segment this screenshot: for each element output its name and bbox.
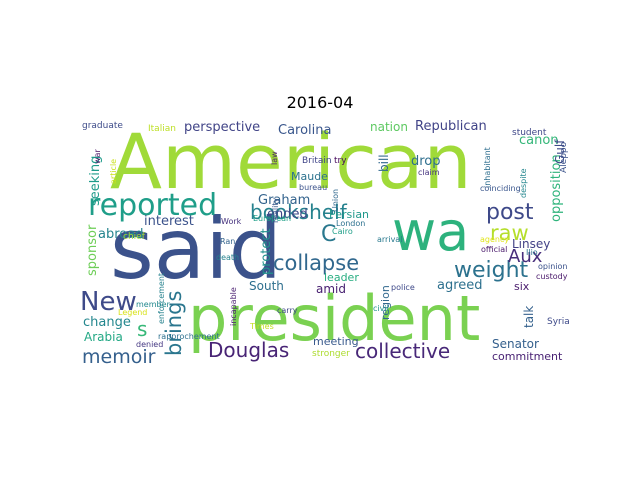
word-collapse: collapse <box>273 251 359 275</box>
word-ran: Ran <box>220 237 235 246</box>
word-american: American <box>110 118 472 206</box>
word-union: Union <box>331 189 340 212</box>
word-talk: talk <box>522 306 536 328</box>
word-perspective: perspective <box>184 120 260 135</box>
word-collective: collective <box>355 339 450 363</box>
word-article: article <box>109 159 118 184</box>
word-chief: chief <box>123 232 146 242</box>
word-six: six <box>514 280 530 293</box>
word-death: death <box>216 253 239 262</box>
word-official: official <box>481 245 507 254</box>
word-syria: Syria <box>547 317 570 327</box>
word-post: post <box>486 200 534 225</box>
word-coinciding: coinciding <box>480 184 521 193</box>
word-protect: protect <box>259 228 274 275</box>
word-south: South <box>249 279 284 293</box>
word-change: change <box>83 315 131 330</box>
word-region: region <box>379 285 392 320</box>
word-c: C <box>321 222 336 247</box>
word-republican: Republican <box>415 119 487 134</box>
word-wa: wa <box>392 200 469 263</box>
word-new: New <box>80 287 137 317</box>
word-denied: denied <box>136 340 163 349</box>
word-brings: brings <box>162 291 186 356</box>
word-war: war <box>93 149 102 164</box>
word-opinion: opinion <box>538 262 567 271</box>
word-gulf: Gulf <box>553 139 567 164</box>
word-nation: nation <box>370 120 408 134</box>
word-amid: amid <box>316 282 346 296</box>
word-s: s <box>137 317 147 341</box>
word-try: try <box>334 156 347 166</box>
word-drop: drop <box>411 154 441 169</box>
word-agency: agency <box>480 235 509 244</box>
word-president: president <box>188 282 480 355</box>
word-civil: civil <box>373 304 389 313</box>
word-said: said <box>110 200 282 298</box>
word-inhabitant: inhabitant <box>483 147 492 188</box>
word-member: member <box>136 300 171 309</box>
word-seeking: seeking <box>88 156 103 206</box>
word-student: student <box>512 128 547 138</box>
word-leader: leader <box>324 271 359 284</box>
word-aleppo: Aleppo <box>559 141 569 173</box>
word-douglas: Douglas <box>208 338 289 362</box>
word-interest: interest <box>144 214 194 229</box>
word-claim: claim <box>418 168 440 177</box>
word-aux: Aux <box>508 246 543 267</box>
word-rapprochement: rapprochement <box>158 332 220 341</box>
word-britain: Britain <box>302 156 332 166</box>
word-sponsor: sponsor <box>85 224 100 276</box>
word-opposition: opposition <box>549 154 564 222</box>
word-incapable: incapable <box>229 287 238 326</box>
word-reality: reality <box>271 197 280 223</box>
word-london: London <box>336 219 365 228</box>
word-reported: reported <box>88 188 217 223</box>
word-despite: despite <box>519 168 528 198</box>
word-ended: ended <box>267 207 308 222</box>
word-senator: Senator <box>492 337 539 351</box>
word-european: European <box>253 214 291 223</box>
word-linsey: Linsey <box>512 237 550 251</box>
word-law: law <box>270 151 279 165</box>
chart-title: 2016-04 <box>286 93 354 112</box>
word-bureau: bureau <box>299 183 327 192</box>
word-bill: bill <box>377 154 391 172</box>
word-memoir: memoir <box>82 346 156 364</box>
word-carolina: Carolina <box>278 123 332 138</box>
word-agreed: agreed <box>437 278 483 293</box>
word-legend: Legend <box>118 308 147 317</box>
word-ilio: Ilio <box>526 248 538 257</box>
word-carry: carry <box>277 306 298 315</box>
word-raw: raw <box>490 221 529 245</box>
word-maude: Maude <box>291 170 328 183</box>
word-stronger: stronger <box>312 349 350 359</box>
word-graduate: graduate <box>82 121 123 131</box>
word-graham: Graham <box>258 193 310 208</box>
word-cloud: American said president wa reported New booksh… <box>80 118 570 364</box>
word-arrival: arrival <box>377 235 402 244</box>
word-persian: Persian <box>329 208 369 221</box>
word-canon: canon <box>519 133 559 148</box>
word-meeting: meeting <box>313 335 359 348</box>
word-commitment: commitment <box>492 350 563 363</box>
word-times: Times <box>249 322 274 331</box>
word-italian: Italian <box>148 124 176 134</box>
word-work: Work <box>221 217 242 226</box>
word-custody: custody <box>536 272 568 281</box>
word-weight: weight <box>454 258 529 283</box>
word-cairo: Cairo <box>332 227 353 236</box>
word-arabia: Arabia <box>84 330 123 344</box>
word-bookshelf: bookshelf <box>250 200 348 224</box>
word-abroad: abroad <box>98 227 143 242</box>
word-enforcement: enforcement <box>157 273 166 324</box>
word-police: police <box>391 283 415 292</box>
